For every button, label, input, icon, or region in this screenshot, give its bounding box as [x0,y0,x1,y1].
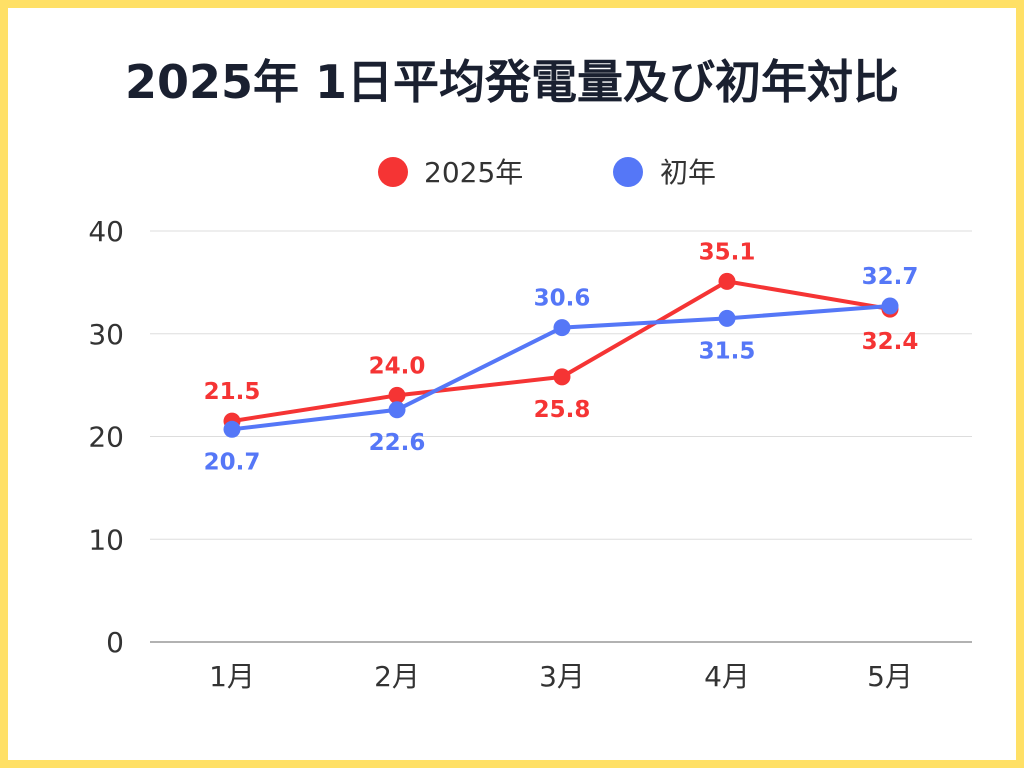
data-labels: 21.5 24.0 25.8 35.1 32.4 20.7 22.6 30.6 31.5 32.7 [204,239,919,475]
data-label: 32.4 [862,329,919,355]
data-label: 35.1 [699,239,756,265]
data-label: 25.8 [534,397,591,423]
legend-marker [378,157,408,187]
data-label: 24.0 [369,353,426,379]
y-axis: 0 10 20 30 40 [88,215,124,659]
x-tick-label: 1月 [209,660,255,693]
data-point [388,401,406,419]
legend-marker [613,157,643,187]
data-point [553,368,571,386]
series-group [223,272,899,438]
y-tick-label: 0 [106,626,124,659]
legend: 2025年 初年 [378,156,716,189]
data-point [718,309,736,327]
y-tick-label: 20 [88,421,124,454]
series-1 [223,297,899,438]
data-label: 30.6 [534,286,591,312]
y-tick-label: 10 [88,523,124,556]
grid [150,230,972,643]
x-axis: 1月 2月 3月 4月 5月 [209,660,913,693]
x-tick-label: 4月 [704,660,750,693]
x-tick-label: 3月 [539,660,585,693]
data-point [553,319,571,337]
data-label: 20.7 [204,449,261,475]
data-label: 21.5 [204,379,261,405]
data-point [718,272,736,290]
data-label: 31.5 [699,338,756,364]
data-point [223,420,241,438]
legend-item: 2025年 [378,156,523,189]
legend-label: 初年 [660,156,716,189]
chart-title: 2025年 1日平均発電量及び初年対比 [124,55,900,109]
data-point [881,297,899,315]
y-tick-label: 40 [88,215,124,248]
legend-item: 初年 [613,156,716,189]
legend-label: 2025年 [424,156,523,189]
data-label: 32.7 [862,264,919,290]
data-label: 22.6 [369,430,426,456]
y-tick-label: 30 [88,318,124,351]
data-point [388,386,406,404]
x-tick-label: 5月 [867,660,913,693]
x-tick-label: 2月 [374,660,420,693]
